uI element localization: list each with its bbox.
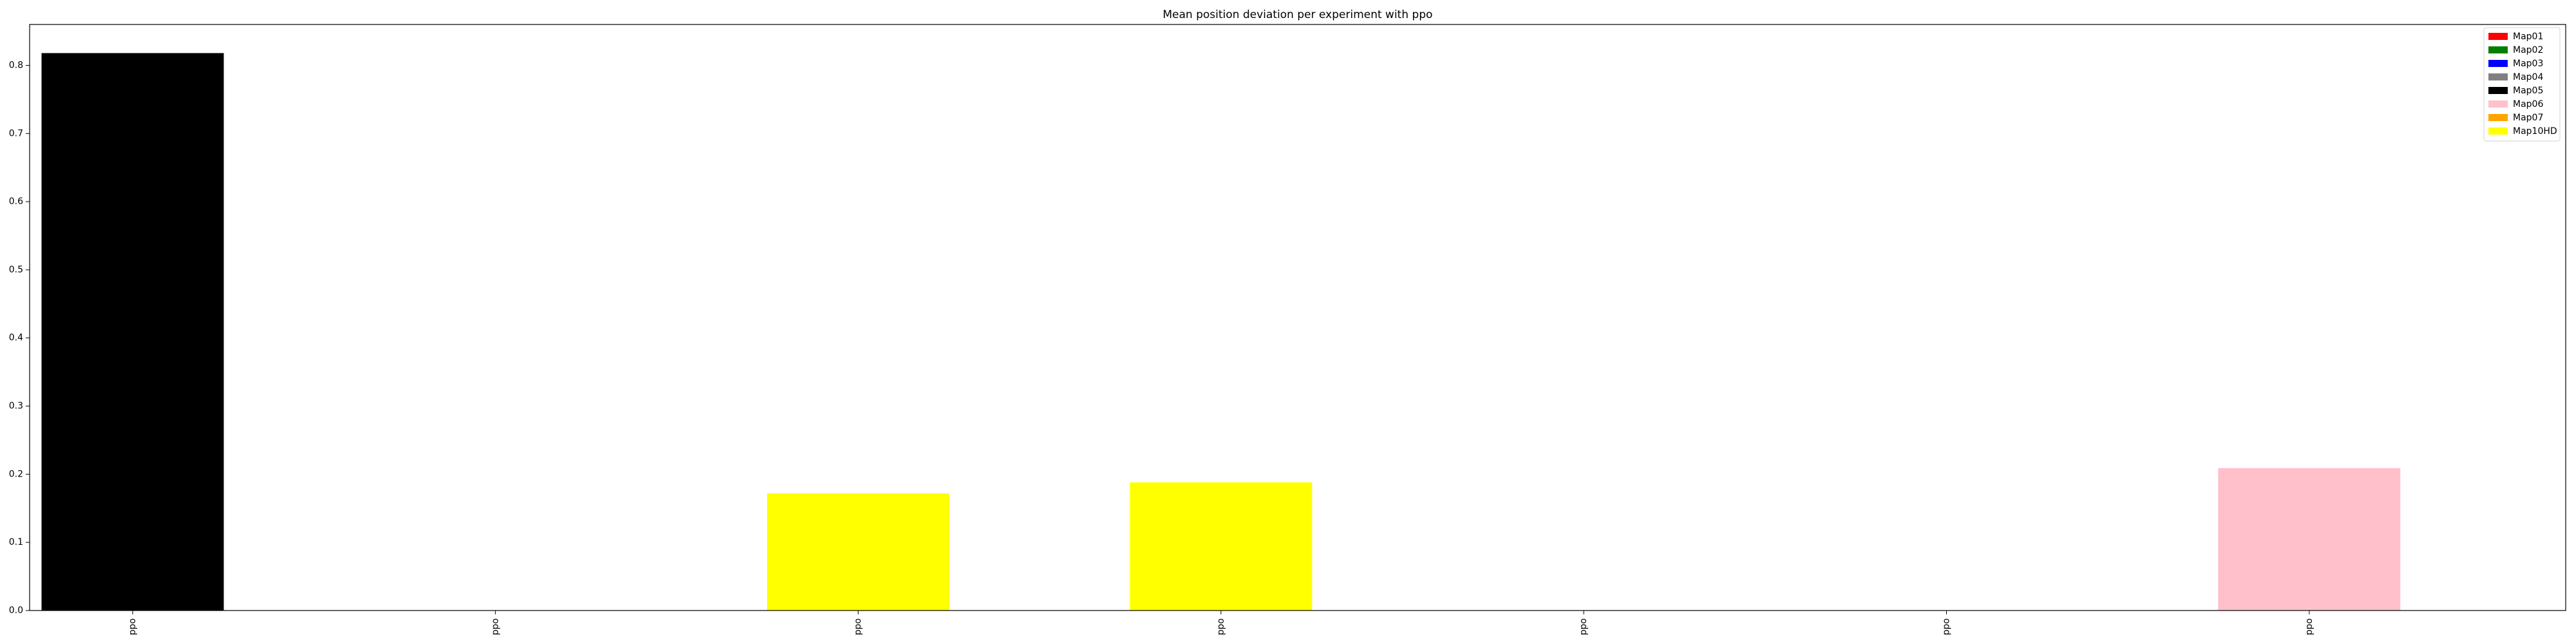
bars-group [41,53,2401,611]
y-tick-label: 0.7 [9,128,23,138]
bar-7 [2218,468,2401,611]
legend-swatch [2488,128,2508,135]
x-tick-label: ppo [128,618,138,635]
y-tick-label: 0.0 [9,605,23,616]
chart-title: Mean position deviation per experiment w… [1162,8,1432,21]
y-tick-label: 0.6 [9,196,23,207]
legend-label: Map02 [2513,45,2543,55]
bar-1 [41,53,224,611]
y-tick-label: 0.4 [9,333,23,343]
x-tick-label: ppo [1942,618,1952,635]
legend: Map01 Map02 Map03 Map04 Map05 Map06 Map07 Map10… [2483,27,2561,142]
legend-swatch [2488,46,2508,53]
legend-label: Map06 [2513,99,2543,109]
legend-label: Map03 [2513,59,2543,69]
x-tick-label: ppo [853,618,864,635]
y-tick-label: 0.5 [9,265,23,275]
bar-3 [767,493,950,611]
x-tick-label: ppo [1578,618,1589,635]
legend-swatch [2488,114,2508,121]
y-axis: 0.0 0.1 0.2 0.3 0.4 0.5 0.6 0.7 0.8 [9,60,30,616]
plot-frame [29,24,2566,611]
y-tick-label: 0.2 [9,469,23,479]
legend-swatch [2488,87,2508,94]
y-tick-label: 0.8 [9,60,23,70]
x-tick-label: ppo [2304,618,2315,635]
legend-label: Map04 [2513,72,2543,82]
legend-label: Map10HD [2513,126,2557,137]
x-tick-label: ppo [1216,618,1226,635]
legend-label: Map01 [2513,32,2543,42]
legend-swatch [2488,33,2508,40]
legend-box [2483,27,2561,142]
x-axis: ppo ppo ppo ppo ppo ppo ppo [128,611,2315,635]
bar-4 [1130,482,1312,611]
legend-swatch [2488,100,2508,108]
legend-label: Map05 [2513,86,2543,96]
legend-label: Map07 [2513,113,2543,123]
legend-swatch [2488,60,2508,67]
x-tick-label: ppo [490,618,500,635]
y-tick-label: 0.3 [9,401,23,412]
legend-swatch [2488,73,2508,80]
y-tick-label: 0.1 [9,537,23,547]
